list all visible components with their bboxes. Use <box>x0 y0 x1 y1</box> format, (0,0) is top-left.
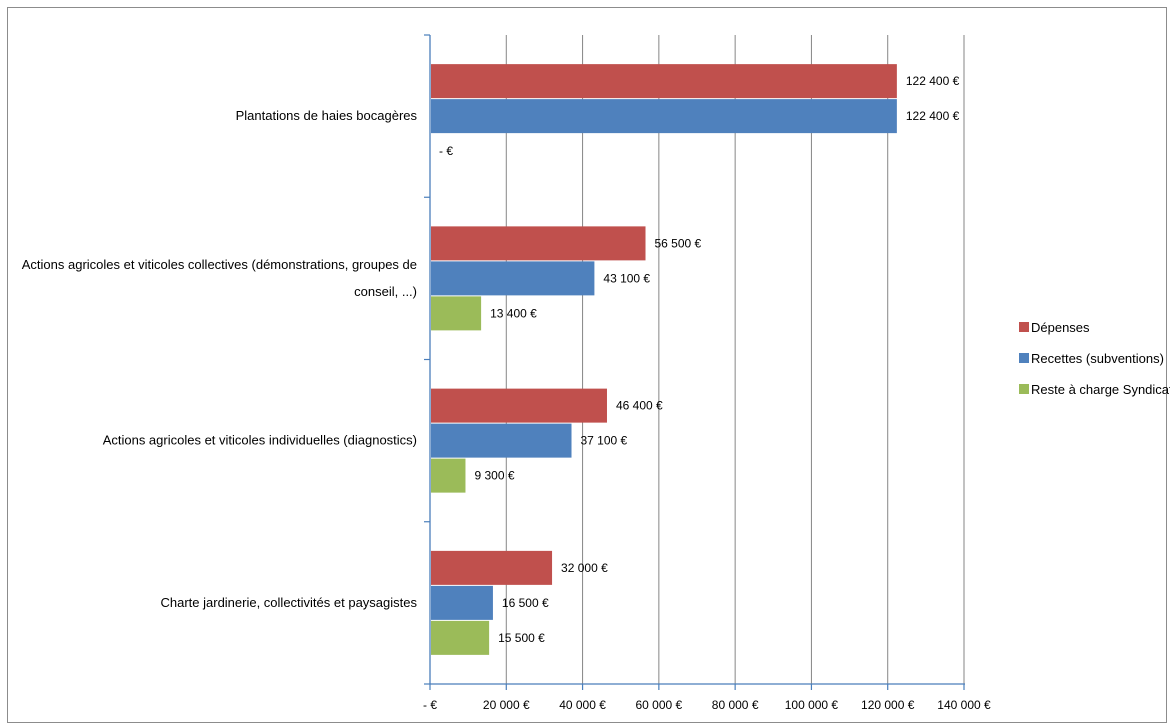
x-tick-labels: - € 20 000 € 40 000 € 60 000 € 80 000 € 100 0… <box>423 698 991 712</box>
bar <box>431 226 646 261</box>
x-tick-label: 60 000 € <box>635 698 682 712</box>
x-tick-label: 80 000 € <box>712 698 759 712</box>
x-tick-label: 40 000 € <box>559 698 606 712</box>
legend-label: Dépenses <box>1031 320 1090 335</box>
data-label: - € <box>439 144 453 158</box>
bar <box>431 261 595 296</box>
bar <box>431 585 493 620</box>
data-label: 15 500 € <box>498 631 545 645</box>
data-label: 13 400 € <box>490 306 537 320</box>
data-label: 37 100 € <box>581 434 628 448</box>
bars <box>431 64 897 655</box>
category-label: Actions agricoles et viticoles collectiv… <box>22 257 417 272</box>
data-label: 16 500 € <box>502 596 549 610</box>
data-label: 43 100 € <box>603 271 650 285</box>
x-tick-label: - € <box>423 698 437 712</box>
legend: Dépenses Recettes (subventions) Reste à ch… <box>1019 320 1170 397</box>
legend-swatch <box>1019 384 1029 394</box>
bar <box>431 64 897 99</box>
x-tick-label: 140 000 € <box>937 698 991 712</box>
data-label: 46 400 € <box>616 399 663 413</box>
data-label: 32 000 € <box>561 561 608 575</box>
axes <box>424 34 965 690</box>
data-label: 9 300 € <box>474 469 514 483</box>
data-label: 122 400 € <box>906 109 960 123</box>
legend-swatch <box>1019 353 1029 363</box>
data-label: 56 500 € <box>655 236 702 250</box>
category-label: Plantations de haies bocagères <box>236 108 418 123</box>
bar <box>431 296 482 331</box>
chart-frame <box>7 7 1167 723</box>
legend-label: Recettes (subventions) <box>1031 351 1164 366</box>
category-label: conseil, ...) <box>354 284 417 299</box>
bar <box>431 620 490 655</box>
x-tick-label: 100 000 € <box>785 698 839 712</box>
bar <box>431 99 897 134</box>
bar <box>431 458 466 493</box>
legend-label: Reste à charge Syndicat <box>1031 382 1170 397</box>
bar <box>431 423 572 458</box>
data-labels: 122 400 € 122 400 € - € 56 500 € 43 100 € 13 … <box>439 74 960 645</box>
category-label: Actions agricoles et viticoles individue… <box>103 433 417 448</box>
bar <box>431 550 553 585</box>
legend-swatch <box>1019 322 1029 332</box>
bar <box>431 388 607 423</box>
data-label: 122 400 € <box>906 74 960 88</box>
x-tick-label: 20 000 € <box>483 698 530 712</box>
category-labels: Plantations de haies bocagères Actions ag… <box>22 108 418 610</box>
category-label: Charte jardinerie, collectivités et pays… <box>160 595 417 610</box>
x-tick-label: 120 000 € <box>861 698 915 712</box>
